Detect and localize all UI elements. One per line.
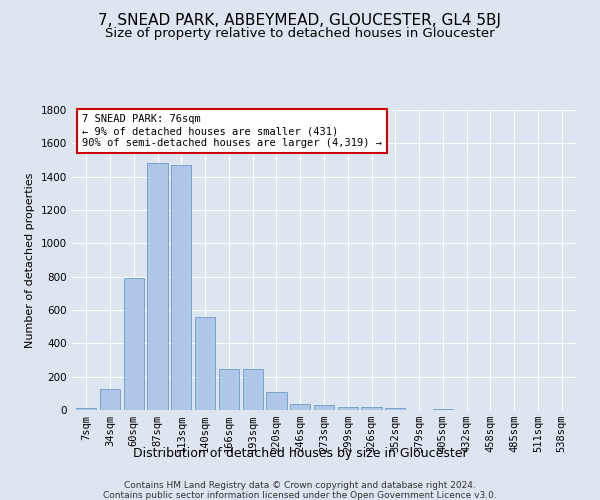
Bar: [100, 389, 120, 410]
Bar: [76, 408, 97, 410]
Bar: [433, 409, 453, 410]
Bar: [195, 316, 215, 410]
Bar: [171, 165, 191, 410]
Bar: [266, 392, 287, 410]
Bar: [338, 406, 358, 410]
Text: Contains public sector information licensed under the Open Government Licence v3: Contains public sector information licen…: [103, 491, 497, 500]
Text: Distribution of detached houses by size in Gloucester: Distribution of detached houses by size …: [133, 448, 467, 460]
Text: Contains HM Land Registry data © Crown copyright and database right 2024.: Contains HM Land Registry data © Crown c…: [124, 481, 476, 490]
Bar: [361, 406, 382, 410]
Bar: [124, 278, 144, 410]
Bar: [385, 408, 406, 410]
Text: 7, SNEAD PARK, ABBEYMEAD, GLOUCESTER, GL4 5BJ: 7, SNEAD PARK, ABBEYMEAD, GLOUCESTER, GL…: [98, 12, 502, 28]
Text: Size of property relative to detached houses in Gloucester: Size of property relative to detached ho…: [105, 28, 495, 40]
Bar: [314, 405, 334, 410]
Bar: [242, 369, 263, 410]
Bar: [290, 404, 310, 410]
Text: 7 SNEAD PARK: 76sqm
← 9% of detached houses are smaller (431)
90% of semi-detach: 7 SNEAD PARK: 76sqm ← 9% of detached hou…: [82, 114, 382, 148]
Bar: [219, 369, 239, 410]
Y-axis label: Number of detached properties: Number of detached properties: [25, 172, 35, 348]
Bar: [148, 164, 167, 410]
